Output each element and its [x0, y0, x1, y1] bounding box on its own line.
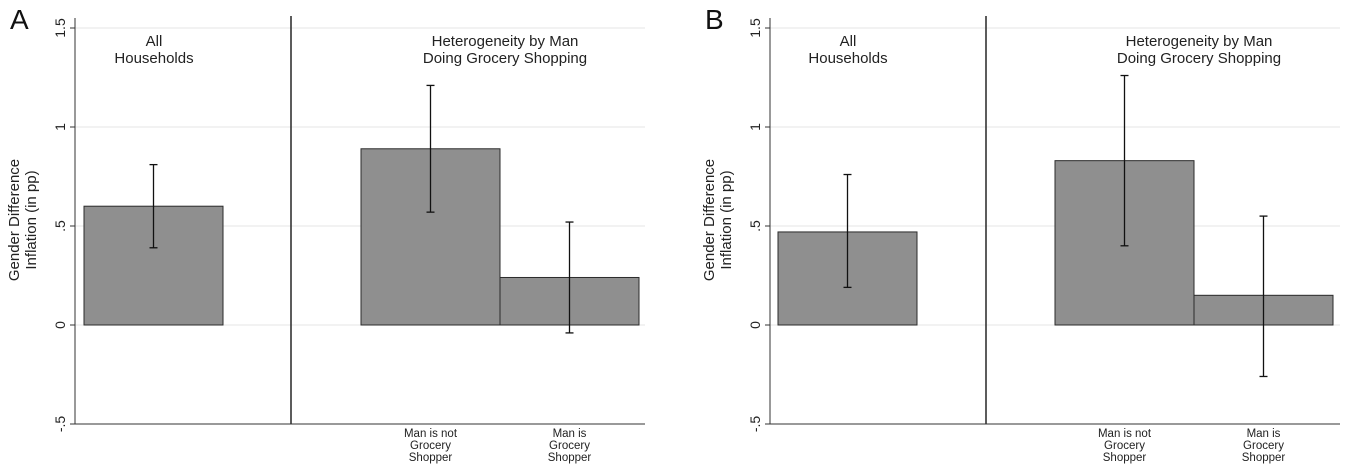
panel-a-y-tick-label: -.5	[52, 416, 68, 433]
panel-a-y-tick-label: 1	[52, 123, 68, 131]
panel-b-category-label-2-line-2: Grocery	[1104, 440, 1145, 452]
panel-b-category-label-2-line-3: Shopper	[1103, 452, 1147, 464]
panel-a-section-title-1-line-1: All	[146, 33, 163, 50]
panel-label-b: B	[705, 4, 724, 35]
panel-b-section-title-2-line-1: Heterogeneity by Man	[1126, 33, 1273, 50]
panel-label-a: A	[10, 4, 29, 35]
panel-b-y-tick-label: -.5	[747, 416, 763, 433]
panel-a-category-label-2-line-1: Man is not	[404, 428, 458, 440]
panel-a-category-label-2-line-3: Shopper	[409, 452, 453, 464]
panel-a-y-tick-label: .5	[52, 220, 68, 232]
panel-a-section-title-1-line-2: Households	[114, 50, 193, 67]
panel-b-section-title-1-line-1: All	[840, 33, 857, 50]
panel-b-y-tick-label: 1	[747, 123, 763, 131]
panel-b-y-tick-label: 1.5	[747, 18, 763, 38]
panel-b-section-title-1-line-2: Households	[808, 50, 887, 67]
panel-b-category-label-3-line-1: Man is	[1247, 428, 1281, 440]
panel-b-category-label-3-line-3: Shopper	[1242, 452, 1286, 464]
panel-b-y-tick-label: .5	[747, 220, 763, 232]
panel-a-section-title-2-line-2: Doing Grocery Shopping	[423, 50, 587, 67]
panel-a-section-title-2-line-1: Heterogeneity by Man	[432, 33, 579, 50]
panel-b-y-label-line-2: Inflation (in pp)	[718, 170, 735, 269]
panel-a-category-label-2-line-2: Grocery	[410, 440, 451, 452]
panel-b-category-label-3-line-2: Grocery	[1243, 440, 1284, 452]
panel-b-y-tick-label: 0	[747, 321, 763, 329]
panel-a-y-label-line-2: Inflation (in pp)	[23, 170, 40, 269]
panel-a-y-label-line-1: Gender Difference	[6, 159, 23, 281]
panel-b-y-label-line-1: Gender Difference	[701, 159, 718, 281]
panel-a-category-label-3-line-3: Shopper	[548, 452, 592, 464]
panel-a-y-tick-label: 1.5	[52, 18, 68, 38]
panel-b-section-title-2-line-2: Doing Grocery Shopping	[1117, 50, 1281, 67]
panel-a-y-tick-label: 0	[52, 321, 68, 329]
panel-a-category-label-3-line-2: Grocery	[549, 440, 590, 452]
panel-b-category-label-2-line-1: Man is not	[1098, 428, 1152, 440]
panel-a-category-label-3-line-1: Man is	[553, 428, 587, 440]
